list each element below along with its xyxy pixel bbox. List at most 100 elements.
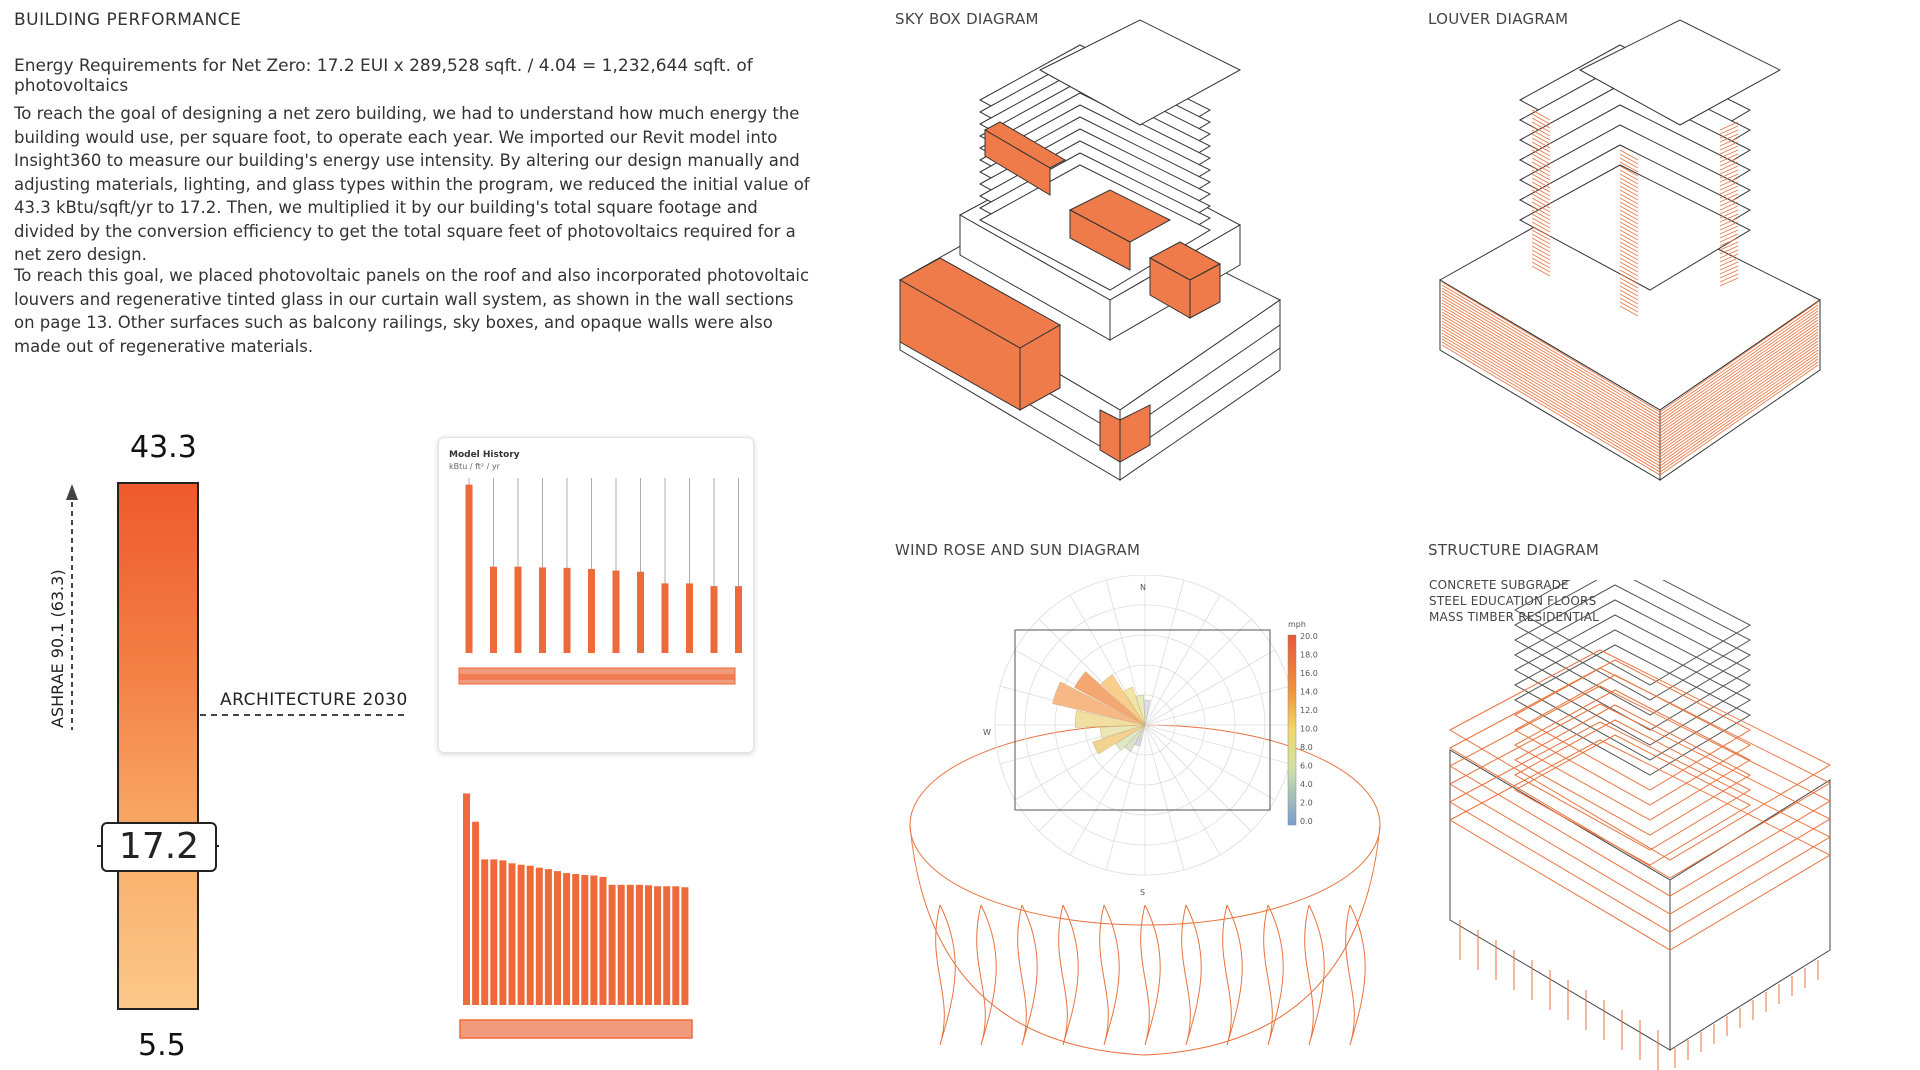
louver-line [1619,245,1639,257]
louver-line [1531,233,1551,245]
wind-rose-petal [1099,724,1146,739]
iteration-bar [463,793,470,1005]
louver-line [1719,257,1739,267]
louver-line [1659,307,1819,419]
louver-line [1531,213,1551,225]
structure-floor [1448,703,1832,915]
model-history-bar [612,570,620,653]
iteration-bar [645,885,652,1005]
iteration-bar [608,884,616,1005]
iteration-bar [481,859,489,1005]
louver-line [1619,185,1639,197]
louver-line [1441,311,1661,443]
wind-rose-petal [1135,694,1146,726]
iteration-bar [654,886,662,1005]
louver-line [1719,161,1739,171]
louver-line [1619,177,1639,189]
structure-floor [1448,667,1832,879]
louver-line [1659,334,1819,446]
model-history-scrollbar-track [459,674,735,680]
wind-rose-petal [1074,671,1146,726]
louver-line [1619,205,1639,217]
louver-line [1531,121,1551,133]
structure-title: STRUCTURE DIAGRAM [1428,541,1600,559]
polar-grid-spoke [1105,724,1146,870]
wind-rose-petal [1074,710,1146,728]
louver-line [1719,129,1739,139]
iteration-scrollbar[interactable] [459,1019,693,1039]
louver-line [1619,217,1639,229]
louver-line [1441,302,1661,434]
model-history-bar [637,571,644,653]
louver-line [1619,265,1639,277]
wind-legend-bar [1287,634,1297,826]
louver-line [1531,225,1551,237]
arch-2030-line [200,714,405,716]
louver-line [1441,317,1661,449]
louver-line [1441,284,1661,416]
louver-line [1619,285,1639,297]
structure-floor [1513,629,1752,761]
louver-line [1719,237,1739,247]
louver-line [1441,326,1661,458]
louver-line [1719,165,1739,175]
louver-line [1659,337,1819,449]
louver-line [1441,323,1661,455]
sun-path-curve [1099,904,1120,1046]
louver-line [1531,109,1551,121]
louver-line [1659,316,1819,428]
wind-rose-petal [1124,724,1146,752]
wind-rose-petal [1092,724,1146,755]
louver-line [1531,205,1551,217]
louver-line [1531,221,1551,233]
wind-rose-petal [1100,674,1146,726]
louver-line [1719,149,1739,159]
iteration-bar [581,875,589,1005]
louver-line [1659,340,1819,452]
louver-line [1441,299,1661,431]
louver-line [1719,261,1739,271]
louver-line [1619,249,1639,261]
louver-line [1659,319,1819,431]
louver-line [1619,193,1639,205]
louver-line [1441,308,1661,440]
louver-line [1531,209,1551,221]
polar-grid-spoke [1144,724,1276,801]
iteration-bar [635,884,643,1005]
structure-floor [1513,584,1752,716]
iteration-bar [544,869,552,1005]
louver-line [1531,125,1551,137]
compass-s-label: S [1140,888,1145,897]
wind-rose-diagram: N W S mph 20.0 18.0 16.0 14.0 12.0 10.0 8.0 6.0… [909,575,1381,1056]
louver-line [1531,245,1551,257]
louver-line [1441,296,1661,428]
louver-line [1531,201,1551,213]
louver-line [1659,304,1819,416]
eui-gauge-bar [117,482,199,1010]
louver-line [1441,341,1661,473]
iteration-bar [617,884,625,1005]
compass-w-label: W [983,728,991,737]
louver-line [1719,125,1739,135]
louver-line [1619,293,1639,305]
louver-line [1619,241,1639,253]
iteration-bar [599,876,607,1005]
louver-line [1619,229,1639,241]
louver-line [1619,165,1639,177]
louver-line [1531,229,1551,241]
structure-floor [1513,580,1752,701]
louver-line [1719,169,1739,179]
louver-line [1719,205,1739,215]
ashrae-arrow [66,484,78,730]
legend-tick-label: 8.0 [1300,743,1313,752]
structure-floor [1513,614,1752,746]
louver-line [1719,277,1739,287]
structure-floor [1513,580,1752,686]
structure-diagram [1448,580,1832,1070]
sun-path-curve [1181,904,1202,1046]
wind-rose-petal [1123,686,1146,726]
sun-path-curve [1222,904,1243,1046]
legend-tick-label: 16.0 [1300,669,1318,678]
gauge-top-value: 43.3 [130,430,197,465]
polar-grid-spoke [1144,594,1221,726]
